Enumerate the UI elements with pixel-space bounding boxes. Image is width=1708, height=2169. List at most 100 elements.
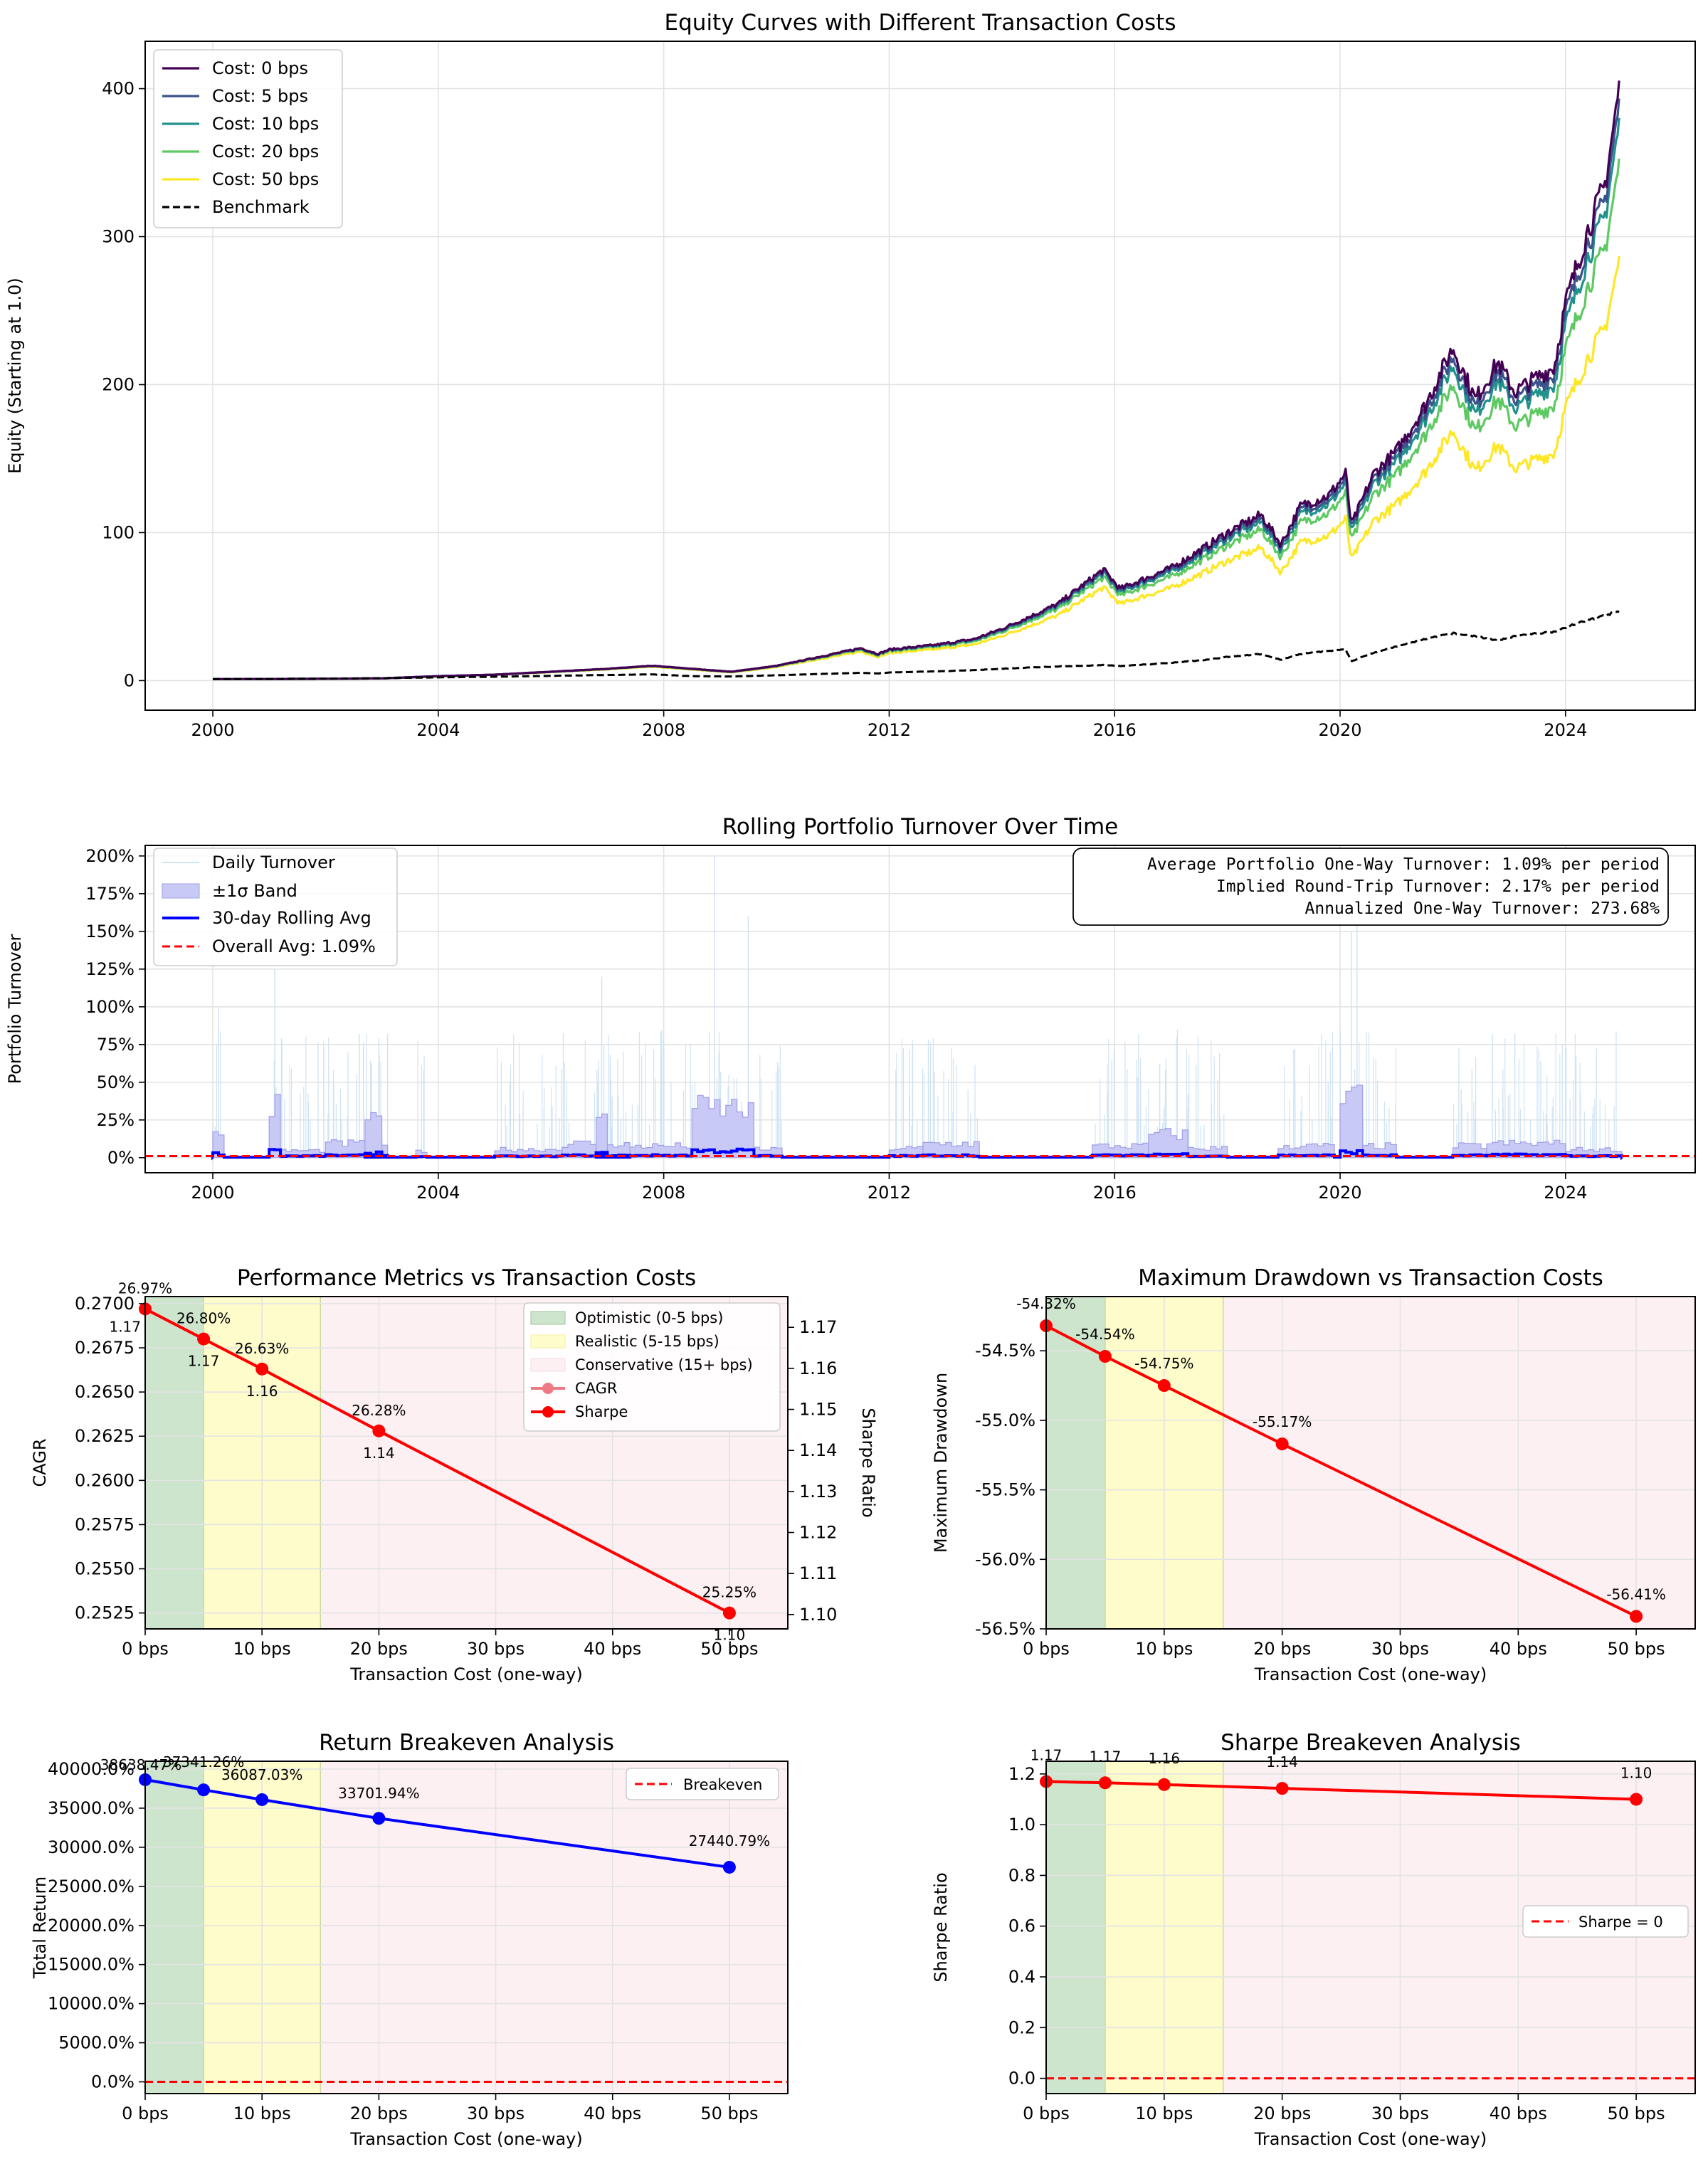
plot-frame [144, 845, 1696, 1173]
legend-label: Cost: 0 bps [212, 58, 308, 78]
legend-box [626, 1768, 779, 1800]
x-tick-label: 2008 [642, 1183, 685, 1203]
data-point [1098, 1776, 1112, 1790]
x-tick-label: 30 bps [1371, 1639, 1429, 1659]
x-tick-label: 2020 [1319, 1183, 1362, 1203]
data-point [1630, 1610, 1643, 1623]
y-axis-label: Portfolio Turnover [5, 934, 25, 1084]
data-label: -54.54% [1075, 1326, 1134, 1343]
y-tick-label: -55.5% [975, 1480, 1035, 1500]
x-axis-label: Transaction Cost (one-way) [1254, 2129, 1487, 2149]
x-tick-label: 20 bps [350, 1639, 408, 1659]
y-tick-label: 0.2525 [75, 1603, 135, 1623]
data-point [372, 1812, 386, 1825]
sigma-band [364, 1112, 383, 1159]
x-tick-label: 2000 [191, 720, 235, 740]
y-tick-label: 0.6 [1008, 1916, 1035, 1936]
x-tick-label: 2016 [1093, 1183, 1137, 1203]
x-tick-label: 10 bps [233, 1639, 291, 1659]
data-label: 1.16 [1149, 1750, 1181, 1767]
legend-marker [542, 1406, 554, 1418]
x-tick-label: 0 bps [1023, 1639, 1070, 1659]
y-tick-label: 100% [85, 997, 135, 1017]
data-point [372, 1424, 386, 1437]
chart-2: 2000 2004 2008 2012 2016 2020 2024 0% 25% 50% 75% 1… [5, 814, 1696, 1203]
y-axis-label: CAGR [30, 1438, 50, 1487]
y2-tick-label: 1.13 [799, 1482, 837, 1502]
x-tick-label: 50 bps [700, 1639, 758, 1659]
shaded-region [1046, 1297, 1105, 1629]
legend-label: Realistic (5-15 bps) [575, 1333, 719, 1350]
legend-label: Daily Turnover [212, 853, 335, 872]
chart-3: 26.97% 1.17 26.80% 1.17 26.63% 1.16 26.28% 1.14… [30, 1265, 878, 1684]
plot-frame [1045, 1296, 1696, 1630]
data-label: -56.41% [1606, 1585, 1665, 1603]
y-axis-label: Equity (Starting at 1.0) [5, 278, 25, 474]
x-tick-label: 2004 [416, 720, 460, 740]
shaded-region [145, 1297, 204, 1629]
y2-tick-label: 1.12 [799, 1523, 837, 1543]
data-label: 27440.79% [689, 1832, 770, 1849]
series-line-cost-5-bps [213, 98, 1620, 680]
data-label-cagr: 26.80% [176, 1310, 231, 1327]
data-point [722, 1860, 736, 1874]
chart-6: 1.17 1.17 1.16 1.141.100 bps 10 bps 20 bps 30 … [931, 1730, 1696, 2149]
y-tick-label: 0.2 [1008, 2017, 1035, 2037]
y-tick-label: 10000.0% [48, 1994, 135, 2014]
legend-label: Breakeven [683, 1776, 762, 1793]
chart-title: Maximum Drawdown vs Transaction Costs [1138, 1265, 1603, 1291]
data-label-sharpe: 1.16 [246, 1383, 278, 1400]
x-tick-label: 2016 [1093, 720, 1137, 740]
legend-label: Sharpe [575, 1403, 628, 1420]
x-tick-label: 50 bps [700, 2104, 758, 2123]
legend-label: Overall Avg: 1.09% [212, 936, 376, 956]
x-tick-label: 40 bps [1490, 1639, 1547, 1659]
y-tick-label: 0.2700 [75, 1294, 135, 1314]
y-tick-label: 0.2550 [75, 1559, 135, 1579]
data-point [197, 1783, 211, 1797]
x-tick-label: 2012 [868, 720, 911, 740]
x-tick-label: 30 bps [1371, 2104, 1429, 2123]
x-tick-label: 20 bps [1253, 1639, 1311, 1659]
y-axis-label: Maximum Drawdown [931, 1373, 951, 1553]
sigma-band [1339, 1084, 1364, 1159]
legend: Daily Turnover ±1σ Band 30-day Rolling Avg… [153, 848, 398, 966]
plot-frame [144, 41, 1696, 711]
y-tick-label: 0 [124, 670, 135, 690]
legend-swatch [530, 1358, 566, 1372]
y-tick-label: 0% [107, 1148, 135, 1168]
x-tick-label: 2024 [1544, 1183, 1587, 1203]
y2-axis-label: Sharpe Ratio [858, 1408, 878, 1517]
y-tick-label: -55.0% [975, 1410, 1035, 1430]
legend-swatch [162, 883, 200, 899]
y-tick-label: 150% [85, 922, 135, 941]
chart-title: Performance Metrics vs Transaction Costs [237, 1265, 696, 1291]
x-axis-label: Transaction Cost (one-way) [349, 1664, 583, 1684]
data-point [1630, 1793, 1643, 1806]
x-tick-label: 10 bps [1135, 2104, 1193, 2123]
y-tick-label: 0.8 [1008, 1865, 1035, 1885]
y-tick-label: 1.0 [1008, 1815, 1035, 1835]
x-tick-label: 2024 [1544, 720, 1587, 740]
legend-label: Benchmark [212, 197, 310, 217]
legend-box [1522, 1905, 1689, 1938]
data-point [255, 1793, 269, 1806]
data-point [1275, 1437, 1289, 1451]
legend-label: Conservative (15+ bps) [575, 1356, 753, 1373]
x-tick-label: 50 bps [1608, 2104, 1665, 2123]
shaded-region [1046, 1761, 1105, 2094]
x-tick-label: 2020 [1319, 720, 1362, 740]
y-tick-label: 0.2675 [75, 1338, 135, 1358]
annotation-box [1072, 848, 1669, 926]
data-label-cagr: 26.63% [235, 1340, 289, 1357]
chart-4: -54.32%-54.54%-54.75%-55.17%-56.41%0 bps… [931, 1265, 1696, 1684]
y-tick-label: 400 [102, 79, 135, 99]
shaded-region [145, 1761, 204, 2094]
y-tick-label: 125% [85, 959, 135, 979]
y-tick-label: 40000.0% [48, 1759, 135, 1779]
y-tick-label: 0.2625 [75, 1426, 135, 1446]
y-axis-label: Total Return [30, 1877, 50, 1979]
y-tick-label: 0.4 [1008, 1967, 1035, 1987]
x-tick-label: 20 bps [350, 2104, 408, 2123]
